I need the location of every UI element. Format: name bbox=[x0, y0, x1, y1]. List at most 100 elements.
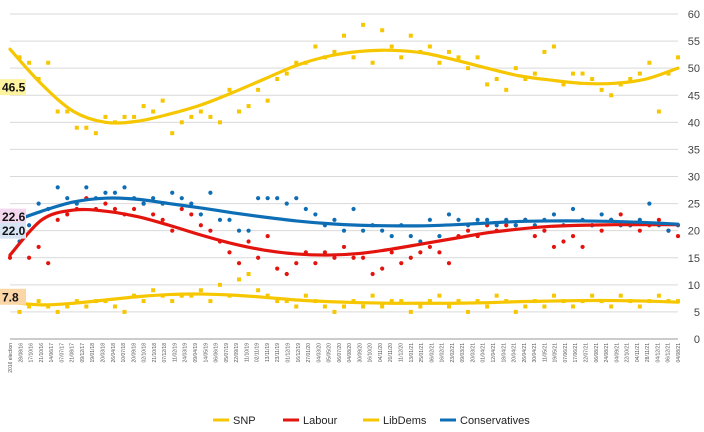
data-point bbox=[55, 185, 60, 190]
x-tick-label: 25/01/21 bbox=[419, 343, 425, 363]
data-point bbox=[580, 71, 585, 76]
x-tick-label: 19/05/21 bbox=[553, 343, 559, 363]
data-point bbox=[179, 206, 184, 212]
data-point bbox=[389, 299, 394, 304]
data-point bbox=[141, 201, 146, 206]
data-point bbox=[284, 271, 289, 277]
data-point bbox=[456, 299, 461, 304]
callout-libdems: 7.8 bbox=[2, 290, 19, 304]
x-tick-label: 02/11/19 bbox=[255, 343, 261, 362]
data-point bbox=[122, 309, 127, 314]
data-point bbox=[389, 233, 394, 239]
data-point bbox=[265, 196, 270, 201]
data-point bbox=[341, 244, 347, 250]
x-tick-label: 23/11/19 bbox=[275, 343, 281, 362]
y-tick-0: 0 bbox=[694, 334, 700, 346]
data-point bbox=[647, 60, 652, 65]
data-point bbox=[446, 261, 452, 266]
data-point bbox=[332, 255, 337, 260]
data-point bbox=[84, 304, 89, 309]
data-point bbox=[637, 71, 642, 76]
x-tick-label: 20/04/21 bbox=[512, 343, 518, 363]
data-point bbox=[437, 250, 442, 255]
x-tick-label: 22/07/21 bbox=[584, 343, 590, 363]
data-point bbox=[217, 217, 223, 222]
data-point bbox=[561, 82, 566, 87]
y-tick-20: 20 bbox=[688, 226, 700, 238]
data-point bbox=[599, 228, 604, 233]
legend-label-conservatives: Conservatives bbox=[460, 415, 530, 427]
x-tick-label: 21/10/16 bbox=[39, 343, 45, 363]
data-point bbox=[418, 250, 423, 255]
y-tick-25: 25 bbox=[688, 199, 700, 211]
x-tick-label: 16/12/19 bbox=[296, 343, 302, 363]
data-point bbox=[284, 201, 289, 206]
x-tick-label: 05/07/19 bbox=[224, 343, 230, 363]
y-tick-45: 45 bbox=[688, 90, 700, 102]
data-point bbox=[570, 233, 576, 239]
data-point bbox=[494, 77, 499, 81]
x-tick-label: 17/06/21 bbox=[573, 343, 579, 363]
x-tick-label: 30/04/21 bbox=[532, 343, 538, 363]
x-tick-label: 09/12/17 bbox=[80, 343, 86, 363]
data-point bbox=[676, 55, 680, 60]
data-point bbox=[227, 217, 232, 222]
data-point bbox=[275, 299, 280, 304]
data-point bbox=[112, 190, 118, 195]
data-point bbox=[437, 60, 442, 65]
data-point bbox=[466, 66, 471, 71]
legend: SNP Labour LibDems Conservatives bbox=[213, 415, 530, 427]
x-tick-label: 10/07/18 bbox=[121, 343, 127, 363]
x-tick-label: 16/10/20 bbox=[368, 343, 374, 363]
data-point bbox=[275, 266, 280, 271]
data-point bbox=[122, 114, 127, 119]
data-point bbox=[112, 304, 117, 309]
data-point bbox=[542, 49, 547, 54]
y-axis-tick-labels: 0 5 10 15 20 25 30 35 40 45 50 55 60 bbox=[688, 9, 700, 346]
data-point bbox=[303, 206, 308, 212]
data-point bbox=[513, 223, 518, 228]
x-tick-label: 20/03/21 bbox=[470, 343, 476, 363]
y-tick-55: 55 bbox=[688, 36, 700, 48]
data-point bbox=[485, 217, 490, 222]
data-point bbox=[313, 261, 318, 266]
data-point bbox=[332, 217, 337, 222]
x-tick-label: 17/10/16 bbox=[29, 343, 35, 363]
x-tick-label: 18/04/21 bbox=[501, 343, 507, 363]
data-point bbox=[236, 261, 242, 266]
data-point bbox=[294, 261, 299, 266]
data-point bbox=[284, 71, 289, 76]
data-point bbox=[84, 185, 89, 190]
data-point bbox=[237, 109, 242, 114]
data-point bbox=[36, 299, 41, 304]
data-point bbox=[504, 87, 509, 92]
x-tick-label: 04/03/20 bbox=[316, 343, 322, 363]
x-tick-label: 02/10/18 bbox=[142, 343, 148, 363]
data-point bbox=[408, 233, 413, 239]
data-point bbox=[427, 244, 432, 250]
x-tick-label: 28/08/16 bbox=[18, 343, 24, 363]
data-point bbox=[103, 114, 108, 119]
data-point bbox=[237, 277, 242, 282]
data-point bbox=[256, 255, 261, 260]
series-points-libdems bbox=[8, 272, 680, 314]
data-point bbox=[189, 212, 194, 217]
data-point bbox=[103, 190, 108, 195]
data-point bbox=[475, 55, 480, 60]
data-point bbox=[217, 282, 222, 287]
data-point bbox=[666, 228, 671, 233]
x-tick-label: 21/08/17 bbox=[70, 343, 76, 363]
callout-conservatives-bg bbox=[0, 208, 26, 225]
data-point bbox=[351, 55, 356, 60]
x-tick-label: 24/08/21 bbox=[604, 343, 610, 363]
x-tick-label: 07/06/21 bbox=[563, 343, 569, 363]
data-point bbox=[427, 217, 432, 222]
data-point bbox=[380, 266, 385, 271]
x-tick-label: 14/06/17 bbox=[49, 343, 55, 363]
x-tick-label: 04/08/21 bbox=[676, 343, 682, 363]
callout-labour-bg bbox=[0, 222, 26, 239]
data-point bbox=[475, 217, 480, 222]
x-tick-label: 01/12/19 bbox=[285, 343, 291, 363]
data-point bbox=[656, 217, 662, 222]
x-tick-label: 06/06/19 bbox=[214, 343, 220, 363]
